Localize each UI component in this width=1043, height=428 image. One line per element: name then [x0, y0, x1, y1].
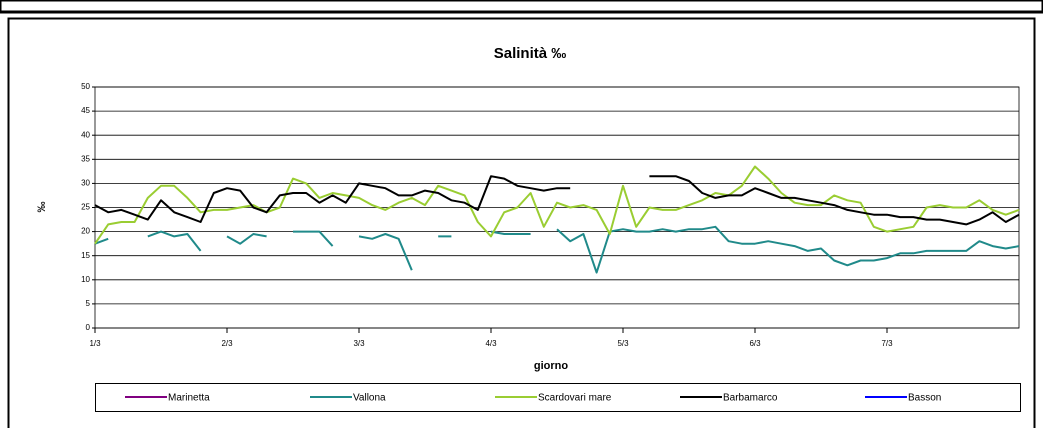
- x-tick-label: 3/3: [353, 339, 365, 348]
- y-tick-label: 45: [81, 106, 90, 115]
- series-line: [94, 165, 1020, 245]
- chart-frame: [7, 17, 1036, 428]
- legend-label: Vallona: [353, 393, 386, 404]
- y-axis-title: ‰: [36, 202, 48, 213]
- y-tick-label: 20: [81, 227, 90, 236]
- y-tick-label: 35: [81, 154, 90, 163]
- y-tick-label: 10: [81, 275, 90, 284]
- y-tick-label: 25: [81, 203, 90, 212]
- legend-label: Marinetta: [168, 393, 210, 404]
- y-tick-label: 5: [86, 299, 91, 308]
- series-line: [94, 225, 1020, 274]
- x-tick-label: 4/3: [485, 339, 497, 348]
- y-tick-label: 15: [81, 251, 90, 260]
- x-tick-label: 5/3: [617, 339, 629, 348]
- x-tick-label: 6/3: [749, 339, 761, 348]
- x-tick-label: 2/3: [221, 339, 233, 348]
- y-tick-label: 0: [86, 323, 91, 332]
- top-frame: [0, 0, 1043, 14]
- x-axis-title: giorno: [534, 360, 568, 372]
- x-tick-label: 7/3: [881, 339, 893, 348]
- y-tick-label: 50: [81, 82, 90, 91]
- x-tick-label: 1/3: [89, 339, 101, 348]
- legend-label: Barbamarco: [723, 393, 778, 404]
- y-tick-label: 40: [81, 130, 90, 139]
- chart-title: Salinità ‰: [494, 45, 567, 62]
- legend-label: Basson: [908, 393, 941, 404]
- y-tick-label: 30: [81, 179, 90, 188]
- legend-label: Scardovari mare: [538, 393, 612, 404]
- series-line: [94, 175, 1020, 226]
- plot-border: [94, 86, 1020, 329]
